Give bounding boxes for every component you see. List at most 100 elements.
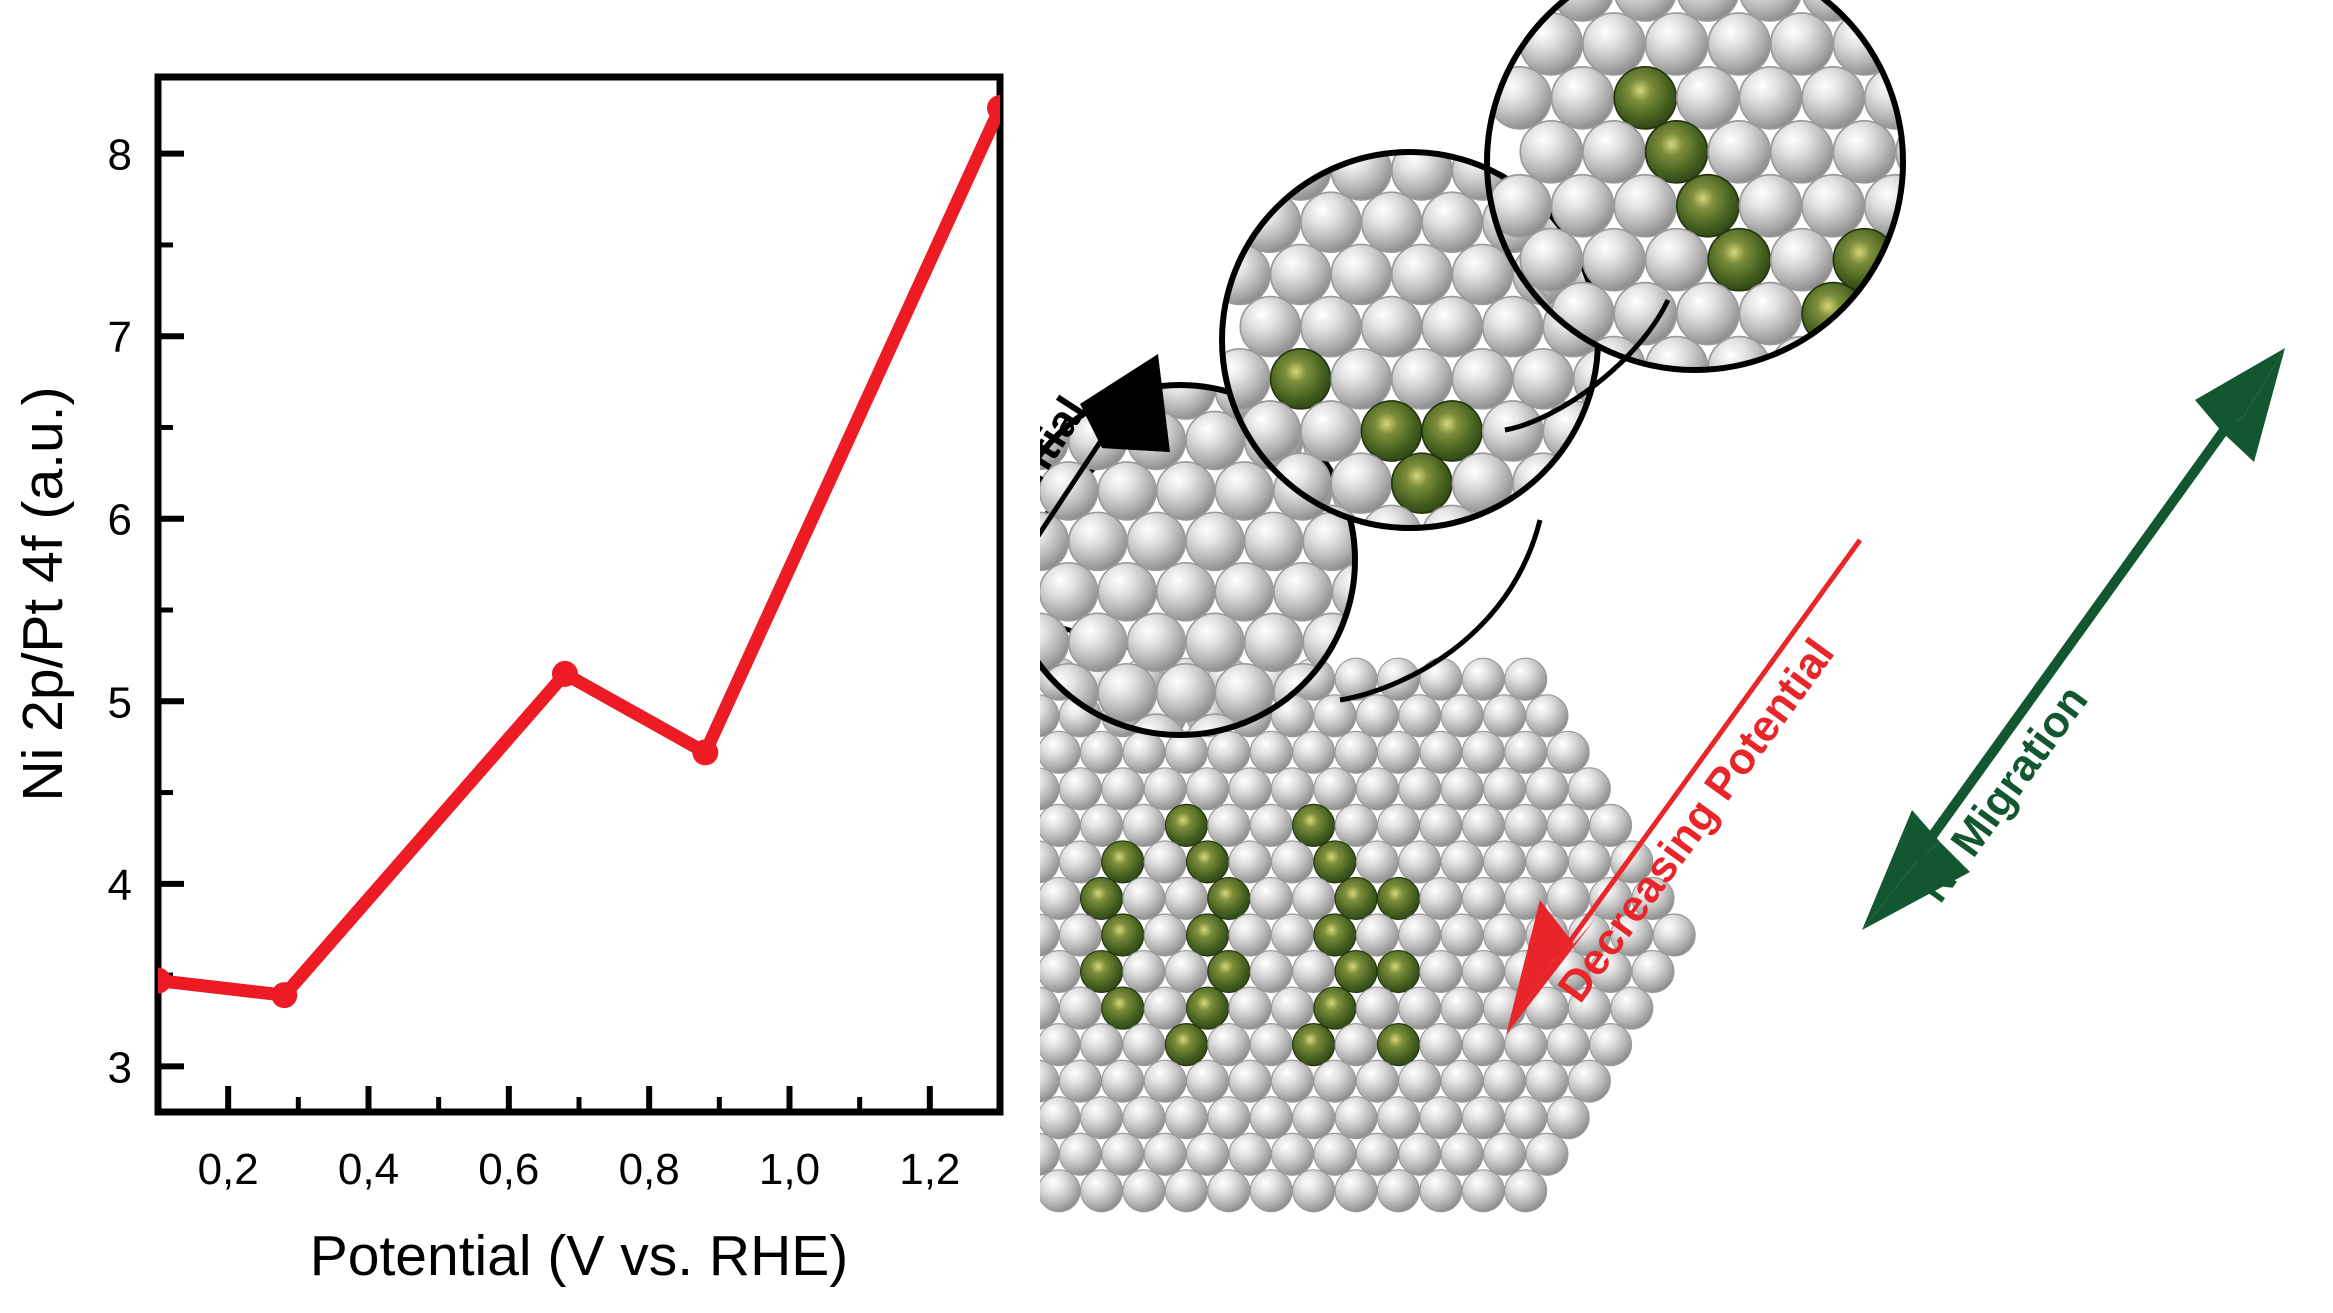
platinum-atom bbox=[2084, 13, 2146, 75]
platinum-atom bbox=[2115, 391, 2177, 453]
platinum-atom bbox=[1214, 461, 1275, 521]
platinum-atom bbox=[1355, 694, 1399, 738]
platinum-atom bbox=[1665, 610, 1725, 670]
platinum-atom bbox=[1481, 400, 1544, 462]
platinum-atom bbox=[1376, 803, 1421, 847]
platinum-atom bbox=[1360, 295, 1423, 358]
platinum-atom bbox=[1907, 714, 1967, 774]
platinum-atom bbox=[2053, 0, 2115, 21]
platinum-atom bbox=[1725, 505, 1785, 565]
platinum-atom bbox=[1390, 347, 1453, 410]
platinum-atom bbox=[1877, 766, 1937, 826]
platinum-atom bbox=[1355, 840, 1399, 884]
platinum-atom bbox=[1998, 453, 2058, 513]
platinum-atom bbox=[1207, 803, 1251, 847]
platinum-atom bbox=[1482, 840, 1527, 884]
platinum-atom bbox=[1738, 0, 1803, 22]
platinum-atom bbox=[1816, 766, 1876, 826]
platinum-atom bbox=[1572, 452, 1598, 515]
platinum-atom bbox=[1292, 1096, 1336, 1140]
platinum-atom bbox=[1877, 349, 1937, 409]
platinum-atom bbox=[2021, 444, 2083, 506]
platinum-atom bbox=[1461, 949, 1505, 994]
platinum-atom bbox=[2272, 337, 2333, 399]
platinum-atom bbox=[2178, 175, 2240, 237]
nickel-atom bbox=[1269, 347, 1332, 410]
platinum-atom bbox=[1604, 610, 1664, 670]
x-tick-label: 0,6 bbox=[478, 1145, 539, 1194]
platinum-atom bbox=[1684, 866, 1742, 924]
platinum-atom bbox=[2053, 283, 2115, 345]
platinum-atom bbox=[1185, 410, 1245, 471]
platinum-atom bbox=[1155, 662, 1216, 723]
nickel-atom bbox=[1164, 1023, 1208, 1067]
platinum-atom bbox=[1068, 612, 1128, 673]
platinum-atom bbox=[1769, 12, 1834, 76]
platinum-atom bbox=[1334, 730, 1378, 774]
platinum-atom bbox=[1665, 401, 1725, 461]
series-markers-ni-ratio bbox=[158, 95, 1000, 1009]
platinum-atom bbox=[1097, 461, 1157, 521]
platinum-atom bbox=[1273, 562, 1333, 622]
platinum-atom bbox=[2053, 67, 2115, 129]
platinum-atom bbox=[1959, 229, 2021, 291]
nickel-atom bbox=[1101, 913, 1145, 957]
platinum-atom bbox=[1677, 498, 1739, 560]
nickel-atom bbox=[1542, 504, 1598, 528]
platinum-atom bbox=[1877, 244, 1937, 304]
platinum-atom bbox=[1207, 1096, 1251, 1140]
platinum-atom bbox=[1450, 563, 1508, 621]
data-point bbox=[551, 660, 578, 687]
platinum-atom bbox=[1927, 283, 1989, 345]
platinum-atom bbox=[1582, 119, 1646, 184]
platinum-atom bbox=[1482, 1132, 1527, 1176]
ni-migration-schematic: Increasing Potential Decreasing Potentia… bbox=[1040, 0, 2333, 1213]
platinum-atom bbox=[1101, 767, 1145, 811]
platinum-atom bbox=[1596, 411, 1654, 469]
platinum-atom bbox=[1452, 558, 1512, 618]
platinum-atom bbox=[1040, 730, 1081, 774]
platinum-atom bbox=[1185, 511, 1245, 572]
platinum-atom bbox=[1040, 767, 1060, 811]
platinum-atom bbox=[1959, 444, 2021, 506]
x-tick-label: 1,0 bbox=[759, 1145, 820, 1194]
nickel-atom bbox=[1292, 803, 1336, 847]
platinum-atom bbox=[1269, 152, 1332, 201]
platinum-atom bbox=[1398, 1132, 1442, 1176]
platinum-atom bbox=[1743, 462, 1801, 520]
platinum-atom bbox=[2209, 13, 2271, 75]
platinum-atom bbox=[1164, 1096, 1208, 1140]
platinum-atom bbox=[1040, 562, 1099, 622]
platinum-atom bbox=[1610, 986, 1654, 1030]
platinum-atom bbox=[1725, 401, 1785, 461]
platinum-atom bbox=[2272, 552, 2333, 614]
platinum-atom bbox=[1058, 913, 1102, 957]
platinum-atom bbox=[1927, 0, 1989, 21]
nickel-atom bbox=[1313, 913, 1357, 957]
platinum-atom bbox=[2240, 498, 2302, 560]
platinum-atom bbox=[2303, 606, 2333, 668]
platinum-atom bbox=[2028, 505, 2088, 565]
platinum-atom bbox=[1504, 1096, 1548, 1140]
platinum-atom bbox=[2147, 337, 2209, 399]
schematic-panel: Increasing Potential Decreasing Potentia… bbox=[1040, 0, 2333, 1313]
platinum-atom bbox=[1739, 498, 1801, 560]
y-axis-title: Ni 2p/Pt 4f (a.u.) bbox=[11, 386, 75, 801]
platinum-atom bbox=[1625, 563, 1683, 621]
platinum-atom bbox=[1927, 498, 1989, 560]
platinum-atom bbox=[1738, 173, 1803, 238]
nickel-atom bbox=[1360, 400, 1423, 462]
nickel-atom bbox=[1207, 949, 1251, 994]
nickel-atom bbox=[1207, 876, 1251, 921]
platinum-atom bbox=[1896, 444, 1958, 506]
nickel-atom bbox=[1079, 949, 1124, 994]
platinum-atom bbox=[1684, 563, 1742, 621]
platinum-atom bbox=[1228, 840, 1272, 884]
platinum-atom bbox=[1461, 1023, 1505, 1067]
platinum-atom bbox=[1126, 612, 1187, 673]
y-tick-label: 3 bbox=[108, 1043, 132, 1092]
platinum-atom bbox=[1596, 613, 1654, 671]
platinum-atom bbox=[1937, 453, 1997, 513]
platinum-atom bbox=[1355, 767, 1399, 811]
platinum-atom bbox=[1391, 563, 1449, 621]
